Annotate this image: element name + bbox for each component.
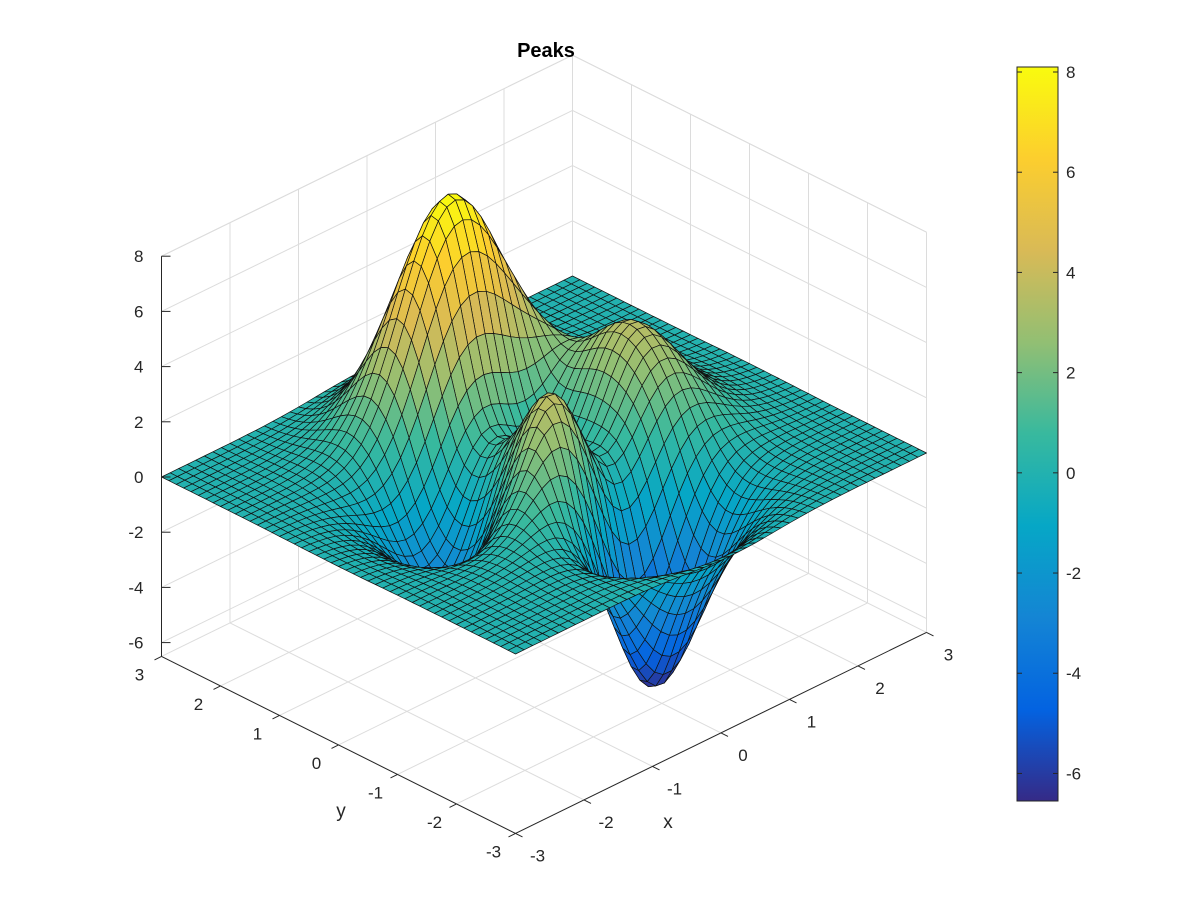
z-tick-label: 2 [134,413,143,432]
z-tick-label: -6 [128,634,143,653]
colorbar-tick-label: -6 [1066,764,1081,783]
z-tick-label: 0 [134,468,143,487]
x-axis-label: x [663,812,673,833]
floor-grid-line [397,572,809,775]
z-tick-label: 8 [134,247,143,266]
y-tick-label: -2 [427,813,442,832]
y-tick-mark [390,773,398,779]
floor-grid-line [456,602,868,805]
y-tick-label: 0 [312,754,321,773]
wall-top-edge [572,54,927,233]
y-tick-mark [449,803,457,808]
colorbar-tick-label: -2 [1066,564,1081,583]
x-tick-mark [789,698,797,704]
y-tick-labels: -3 -2 -1 0 1 2 3 [135,665,501,861]
z-tick-label: 6 [134,302,143,321]
x-tick-label: 0 [738,746,747,765]
x-tick-label: 3 [944,645,953,664]
y-tick-mark [154,655,162,661]
x-tick-label: 2 [875,679,884,698]
axes-lines [154,255,934,838]
y-tick-label: 2 [194,695,203,714]
y-tick-label: 1 [253,724,262,743]
z-tick-labels: -6 -4 -2 0 2 4 6 8 [128,247,143,652]
y-tick-mark [272,714,280,720]
surface-mesh [161,193,927,688]
colorbar-tick-label: -4 [1066,664,1081,683]
y-tick-mark [213,685,221,690]
x-tick-mark [720,732,729,737]
back-wall-grid-line [161,220,573,423]
back-wall-grid-line [161,165,573,368]
z-tick-label: -4 [128,578,143,597]
z-tick-label: 4 [134,358,143,377]
x-tick-mark [515,832,523,838]
z-tick-label: -2 [128,523,143,542]
x-tick-labels: -3 -2 -1 0 1 2 3 [530,645,953,865]
colorbar: -6 -4 -2 0 2 4 6 8 [1016,63,1081,802]
y-tick-label: 3 [135,665,144,684]
y-tick-mark [331,744,339,749]
chart-title: Peaks [517,40,575,62]
colorbar-tick-label: 0 [1066,464,1075,483]
x-tick-label: -2 [598,813,613,832]
x-tick-mark [652,765,660,771]
colorbar-gradient [1016,66,1059,802]
x-tick-label: -3 [530,846,545,865]
colorbar-tick-label: 4 [1066,263,1075,282]
x-tick-mark [857,665,866,670]
x-tick-label: 1 [807,712,816,731]
y-axis-label: y [336,801,346,822]
back-wall-grid-line [161,109,573,312]
colorbar-tick-label: 6 [1066,163,1075,182]
y-tick-label: -1 [368,783,383,802]
colorbar-ticks: -6 -4 -2 0 2 4 6 8 [1017,63,1081,783]
side-wall-grid-line [572,165,927,344]
side-wall-grid-line [572,220,927,399]
y-tick-mark [508,832,516,838]
x-tick-mark [926,631,934,637]
surface-patch [507,645,525,655]
colorbar-tick-label: 2 [1066,364,1075,383]
colorbar-tick-label: 8 [1066,63,1075,82]
y-tick-label: -3 [486,842,501,861]
side-wall-grid-line [572,109,927,288]
x-tick-label: -1 [667,779,682,798]
wall-top-edge [161,54,573,257]
x-tick-mark [583,799,592,804]
